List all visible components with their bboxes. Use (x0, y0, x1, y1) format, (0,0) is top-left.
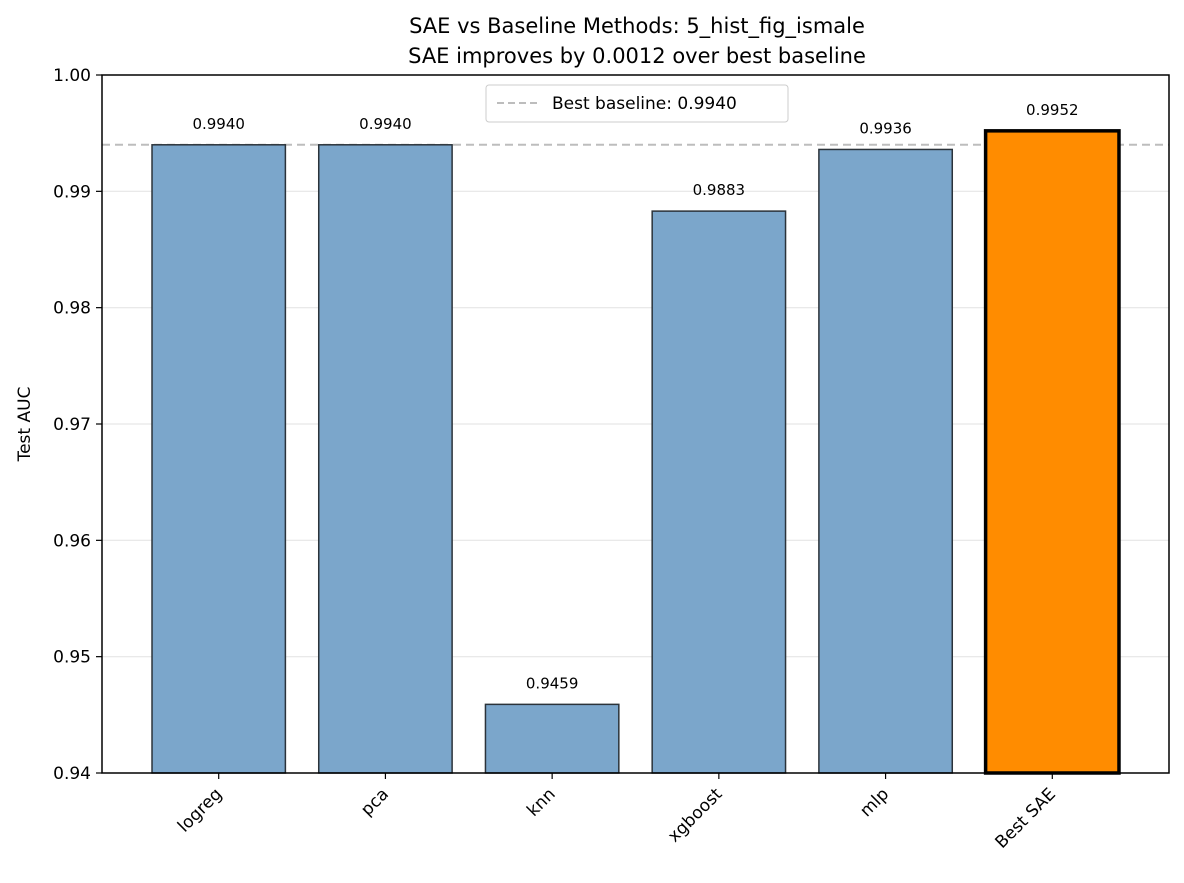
bar (651, 210, 787, 774)
bars (151, 129, 1121, 775)
data-label: 0.9940 (359, 115, 412, 133)
highlight-bar (983, 129, 1121, 775)
y-tick-label: 0.98 (53, 299, 91, 319)
bar (818, 148, 954, 774)
y-tick-label: 0.97 (53, 415, 91, 435)
y-tick-label: 0.99 (53, 182, 91, 202)
plot-frame (101, 74, 1170, 774)
data-label: 0.9936 (859, 119, 912, 137)
data-label: 0.9883 (693, 181, 746, 199)
x-tick-label: xgboost (664, 784, 726, 846)
bar (484, 703, 620, 774)
x-tick-label: knn (523, 784, 559, 820)
y-tick-label: 0.95 (53, 648, 91, 668)
x-tick-label: pca (357, 784, 393, 820)
data-labels: 0.9940 0.9940 0.9459 0.9883 0.9936 0.9952 (192, 101, 1078, 693)
x-tick-label: mlp (856, 784, 893, 821)
y-axis-label: Test AUC (15, 387, 35, 463)
data-label: 0.9952 (1026, 101, 1079, 119)
y-tick-label: 1.00 (53, 66, 91, 86)
x-tick-label: Best SAE (992, 784, 1060, 852)
legend-box (485, 84, 789, 123)
legend-label: Best baseline: 0.9940 (552, 94, 737, 114)
data-label: 0.9459 (526, 674, 579, 692)
bar (151, 144, 287, 774)
x-tick-label: logreg (174, 784, 226, 836)
legend: Best baseline: 0.9940 (485, 84, 789, 123)
y-axis: 0.94 0.95 0.96 0.97 0.98 0.99 1.00 (53, 66, 102, 784)
y-tick-label: 0.96 (53, 531, 91, 551)
data-label: 0.9940 (192, 115, 245, 133)
bar (317, 144, 453, 774)
x-axis: logreg pca knn xgboost mlp Best SAE (174, 773, 1060, 853)
chart-subtitle: SAE improves by 0.0012 over best baselin… (408, 44, 866, 68)
chart-title: SAE vs Baseline Methods: 5_hist_fig_isma… (409, 14, 865, 39)
y-tick-label: 0.94 (53, 764, 91, 784)
